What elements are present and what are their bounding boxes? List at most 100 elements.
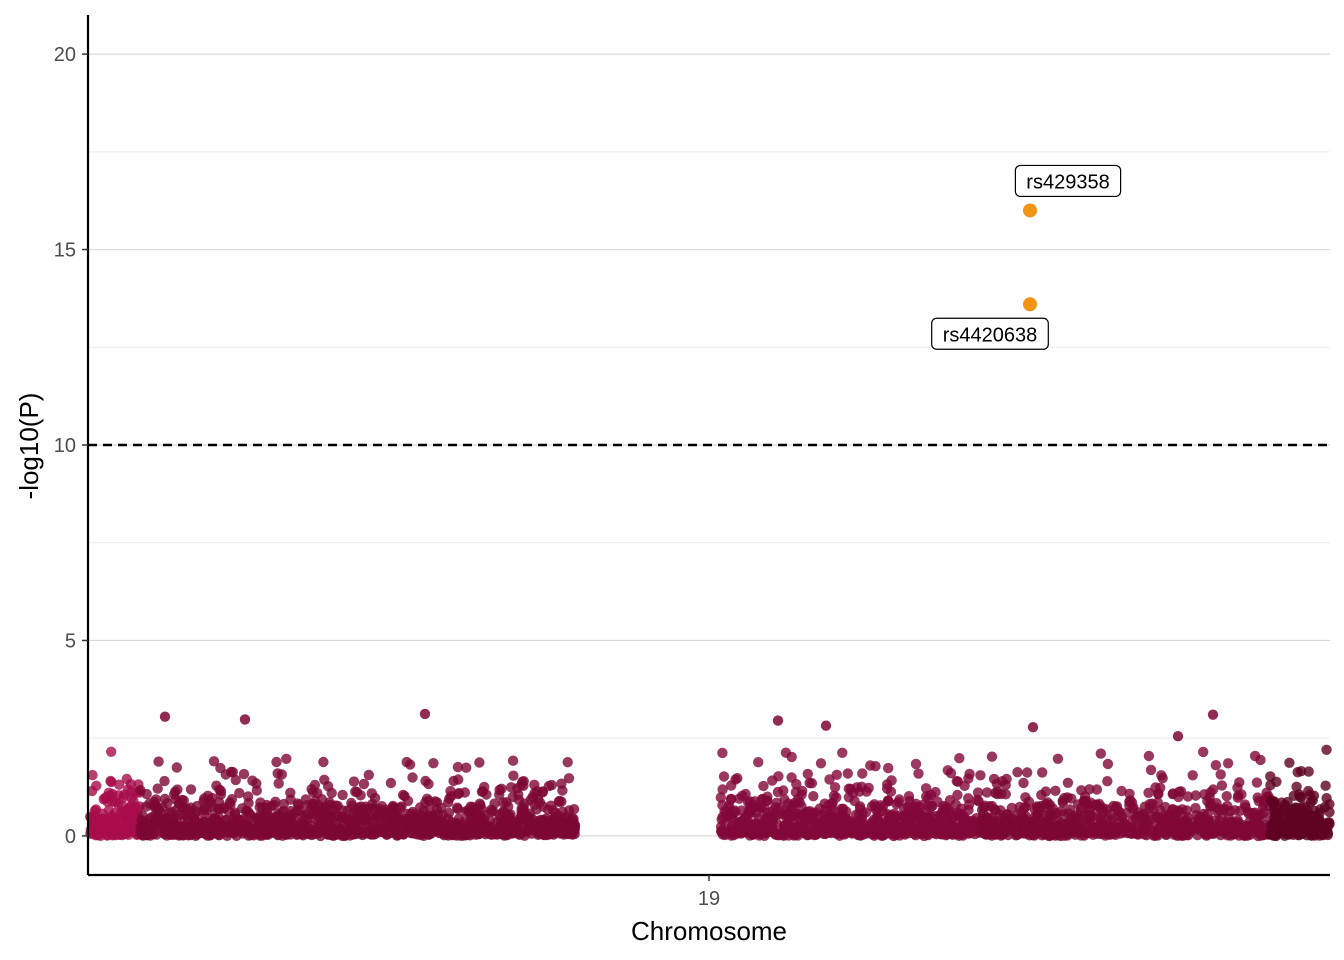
snp-point — [474, 757, 485, 768]
snp-point — [302, 808, 314, 820]
snp-point — [1303, 785, 1314, 797]
snp-point — [463, 805, 474, 816]
snp-point — [1102, 776, 1113, 787]
snp-point — [732, 773, 743, 784]
snp-point — [423, 829, 435, 840]
snp-point — [94, 825, 106, 837]
snp-point — [1020, 792, 1031, 803]
snp-point — [1072, 813, 1084, 824]
snp-point — [1172, 731, 1184, 742]
snp-point — [730, 806, 741, 818]
snp-point — [717, 747, 728, 759]
snp-point — [1061, 818, 1072, 829]
snp-point — [451, 830, 462, 841]
snp-point — [930, 786, 941, 798]
snp-point — [330, 800, 341, 811]
snp-point — [358, 809, 370, 821]
snp-point — [513, 789, 524, 800]
snp-point — [1206, 801, 1217, 812]
snp-point — [869, 799, 880, 810]
snp-point — [128, 822, 139, 833]
snp-point — [1156, 770, 1167, 781]
snp-point — [792, 794, 804, 805]
snp-point — [1319, 801, 1331, 813]
snp-point — [89, 813, 101, 824]
y-tick-label: 10 — [54, 435, 76, 457]
snp-point — [459, 787, 471, 798]
snp-point — [428, 758, 439, 769]
snp-point — [890, 826, 901, 838]
snp-point — [771, 797, 782, 808]
snp-point — [506, 828, 517, 839]
snp-point — [126, 786, 137, 798]
snp-point — [106, 746, 117, 757]
snp-point — [1085, 825, 1096, 836]
snp-point — [562, 757, 573, 768]
snp-point — [1221, 791, 1232, 802]
snp-point — [563, 825, 574, 836]
snp-point — [1292, 767, 1303, 778]
snp-point — [534, 819, 545, 830]
snp-point — [971, 794, 983, 806]
snp-point — [913, 768, 924, 779]
snp-point — [782, 798, 794, 809]
snp-point — [281, 753, 292, 764]
snp-point — [514, 829, 525, 840]
snp-point — [534, 797, 546, 808]
snp-point — [416, 810, 428, 821]
snp-point — [452, 803, 464, 815]
snp-point — [342, 825, 353, 836]
snp-point — [1204, 792, 1215, 803]
snp-point — [152, 783, 163, 794]
snp-point — [937, 822, 949, 833]
snp-point — [1304, 810, 1315, 821]
snp-point — [945, 768, 957, 779]
y-axis-title: -log10(P) — [14, 393, 44, 500]
snp-point — [1232, 782, 1243, 793]
snp-point — [524, 808, 536, 819]
snp-point — [420, 775, 431, 787]
snp-point — [758, 780, 769, 792]
snp-point — [138, 823, 150, 834]
snp-point — [1050, 785, 1061, 796]
snp-point — [105, 775, 116, 787]
snp-point — [950, 799, 961, 810]
snp-point — [824, 774, 835, 785]
snp-point — [273, 778, 284, 789]
snp-point — [759, 830, 770, 841]
snp-point — [1020, 801, 1031, 813]
snp-point — [1077, 825, 1088, 836]
snp-point — [1160, 801, 1171, 813]
snp-point — [415, 826, 426, 838]
snp-point — [927, 800, 938, 812]
snp-point — [318, 756, 329, 768]
snp-point — [1125, 823, 1137, 834]
snp-point — [1224, 806, 1236, 817]
snp-point — [312, 807, 324, 818]
snp-point — [963, 799, 975, 810]
snp-point — [997, 776, 1008, 787]
snp-point — [1090, 799, 1101, 810]
snp-point — [820, 720, 832, 731]
snp-point — [885, 816, 896, 827]
snp-point — [1091, 811, 1103, 822]
snp-point — [270, 796, 281, 807]
snp-point — [778, 785, 789, 796]
snp-point — [312, 787, 323, 799]
snp-point — [419, 708, 431, 720]
snp-point — [1187, 770, 1198, 781]
snp-point — [159, 775, 170, 787]
snp-point — [300, 794, 311, 805]
snp-label: rs4420638 — [943, 324, 1038, 346]
snp-point — [553, 796, 564, 807]
snp-point — [1044, 830, 1056, 841]
snp-point — [728, 824, 740, 835]
snp-point — [178, 795, 189, 806]
snp-point — [350, 786, 361, 797]
snp-point — [1208, 784, 1219, 795]
snp-point — [1292, 828, 1303, 840]
y-tick-label: 0 — [65, 826, 76, 848]
snp-point — [744, 818, 755, 829]
snp-point — [786, 751, 797, 763]
